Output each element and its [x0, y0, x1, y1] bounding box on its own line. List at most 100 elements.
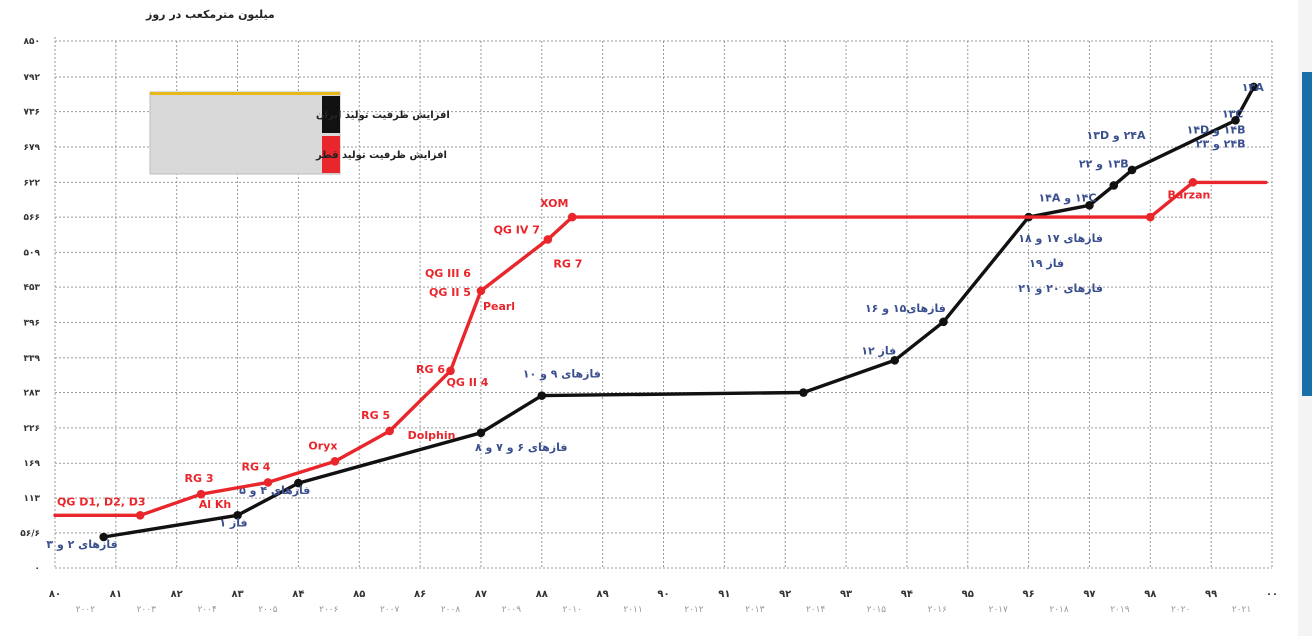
x-tick-label-solar: ۹۴	[901, 589, 913, 600]
y-tick-label: ۶۷۹	[24, 143, 41, 153]
data-label: فازهای ۹ و ۱۰	[523, 368, 601, 381]
x-tick-label-solar: ۹۰	[657, 589, 669, 600]
data-point	[1188, 178, 1198, 187]
legend: افزایش ظرفیت تولید ایران افزایش ظرفیت تول…	[149, 91, 450, 175]
data-label: ۱۳A	[1242, 81, 1264, 94]
y-tick-label: ۱۱۳	[24, 494, 41, 504]
data-label: XOM	[540, 197, 568, 210]
x-tick-label-gregorian: ۲۰۰۴	[197, 605, 217, 615]
data-label: ۲۴B و ۲۳	[1196, 137, 1246, 150]
x-tick-label-gregorian: ۲۰۰۷	[380, 605, 400, 615]
data-point	[567, 212, 577, 222]
x-tick-label-solar: ۹۳	[840, 589, 852, 600]
data-point	[446, 366, 455, 376]
data-label: فازهای ۲۰ و ۲۱	[1018, 282, 1103, 295]
data-label: Barzan	[1167, 188, 1210, 201]
y-tick-label: ۲۸۳	[24, 389, 41, 399]
data-label: ۱۳B و ۲۲	[1079, 157, 1129, 170]
data-point	[99, 532, 108, 542]
data-label: فازهای ۱۷ و ۱۸	[1018, 232, 1103, 245]
data-label: Dolphin	[408, 429, 456, 442]
y-axis-title: میلیون مترمکعب در روز	[145, 8, 275, 21]
x-tick-label-solar: ۹۲	[779, 589, 791, 600]
data-point	[196, 489, 206, 499]
x-tick-label-gregorian: ۲۰۰۵	[258, 605, 278, 615]
y-tick-label: ۱۶۹	[24, 459, 41, 469]
x-tick-label-solar: ۸۴	[292, 589, 304, 600]
x-tick-label-solar: ۹۱	[718, 589, 730, 600]
data-label: فازهای ۲ و ۳	[46, 538, 117, 551]
data-label: ۱۳C	[1222, 107, 1244, 120]
data-label: QG II 4	[447, 376, 489, 389]
side-accent-bar	[1302, 72, 1312, 396]
data-label: RG 7	[553, 257, 582, 270]
y-tick-label: ۰	[35, 564, 41, 574]
data-label: فاز ۱	[219, 516, 247, 529]
x-tick-label-solar: ۸۸	[536, 589, 548, 600]
data-label: فازهای ۶ و ۷ و ۸	[475, 441, 568, 454]
data-point	[890, 356, 900, 365]
data-label: فاز ۱۲	[861, 344, 896, 357]
legend-label: افزایش ظرفیت تولید قطر	[315, 150, 447, 161]
data-label: QG II 5	[429, 286, 471, 299]
data-point	[135, 511, 145, 520]
data-point	[537, 391, 547, 400]
data-label: RG 6	[416, 363, 445, 376]
x-tick-label-gregorian: ۲۰۰۶	[319, 605, 339, 615]
data-point	[294, 478, 303, 488]
data-label: ۲۴A و ۱۳D	[1087, 129, 1146, 142]
y-tick-label: ۸۵۰	[24, 37, 40, 47]
x-tick-label-gregorian: ۲۰۰۳	[137, 605, 157, 615]
data-point	[233, 511, 242, 520]
x-tick-label-gregorian: ۲۰۲۱	[1232, 605, 1251, 615]
data-label: Al Kh	[199, 498, 231, 511]
x-tick-label-solar: ۹۵	[962, 589, 974, 600]
y-tick-label: ۷۹۲	[24, 73, 41, 83]
data-label: RG 5	[361, 409, 390, 422]
x-tick-label-solar: ۹۶	[1022, 589, 1034, 600]
data-point	[385, 426, 394, 436]
data-label: ۱۴C و ۱۴A	[1038, 191, 1096, 204]
legend-label: افزایش ظرفیت تولید ایران	[316, 110, 450, 121]
x-tick-label-gregorian: ۲۰۱۱	[623, 605, 642, 615]
y-tick-label: ۳۹۶	[24, 318, 40, 328]
legend-swatch	[322, 96, 340, 133]
data-point	[1109, 181, 1119, 190]
legend-swatch	[322, 136, 340, 173]
data-point	[1127, 165, 1137, 175]
x-tick-label-solar: ۸۵	[353, 589, 365, 600]
x-tick-label-gregorian: ۲۰۰۸	[441, 605, 461, 615]
data-point	[330, 457, 340, 466]
x-tick-label-gregorian: ۲۰۱۳	[745, 605, 765, 615]
data-label: ۱۴B و ۱۴D	[1187, 123, 1246, 136]
series-qatar: QG D1, D2, D3 RG 3 Al Kh RG 4 Oryx RG 5 Dolphi…	[53, 178, 1268, 520]
x-tick-label-solar: ۸۱	[110, 589, 122, 600]
x-tick-label-gregorian: ۲۰۱۸	[1049, 605, 1069, 615]
y-tick-label: ۷۳۶	[24, 108, 40, 118]
data-label: RG 3	[185, 472, 214, 485]
data-point	[476, 428, 486, 438]
x-tick-label-gregorian: ۲۰۱۷	[989, 605, 1009, 615]
data-label: Pearl	[483, 300, 515, 313]
x-tick-label-gregorian: ۲۰۲۰	[1171, 605, 1190, 615]
data-point	[543, 235, 553, 244]
data-label: QG D1, D2, D3	[57, 495, 146, 508]
x-tick-label-solar: ۸۶	[414, 589, 426, 600]
legend-box	[149, 91, 341, 175]
data-point	[263, 478, 273, 487]
x-tick-label-gregorian: ۲۰۱۰	[563, 605, 582, 615]
x-tick-label-gregorian: ۲۰۰۹	[502, 605, 522, 615]
x-tick-label-gregorian: ۲۰۱۲	[684, 605, 704, 615]
x-tick-label-solar: ۹۷	[1083, 589, 1095, 600]
data-label: RG 4	[241, 460, 270, 473]
data-point	[939, 317, 948, 327]
x-tick-label-gregorian: ۲۰۰۲	[76, 605, 96, 615]
x-tick-label-solar: ۹۸	[1144, 589, 1156, 600]
x-tick-label-gregorian: ۲۰۱۶	[928, 605, 948, 615]
x-tick-label-gregorian: ۲۰۱۴	[806, 605, 826, 615]
y-tick-label: ۲۲۶	[24, 424, 40, 434]
data-label: QG III 6	[425, 267, 471, 280]
x-tick-label-gregorian: ۲۰۱۵	[867, 605, 887, 615]
legend-top-accent	[150, 92, 340, 95]
